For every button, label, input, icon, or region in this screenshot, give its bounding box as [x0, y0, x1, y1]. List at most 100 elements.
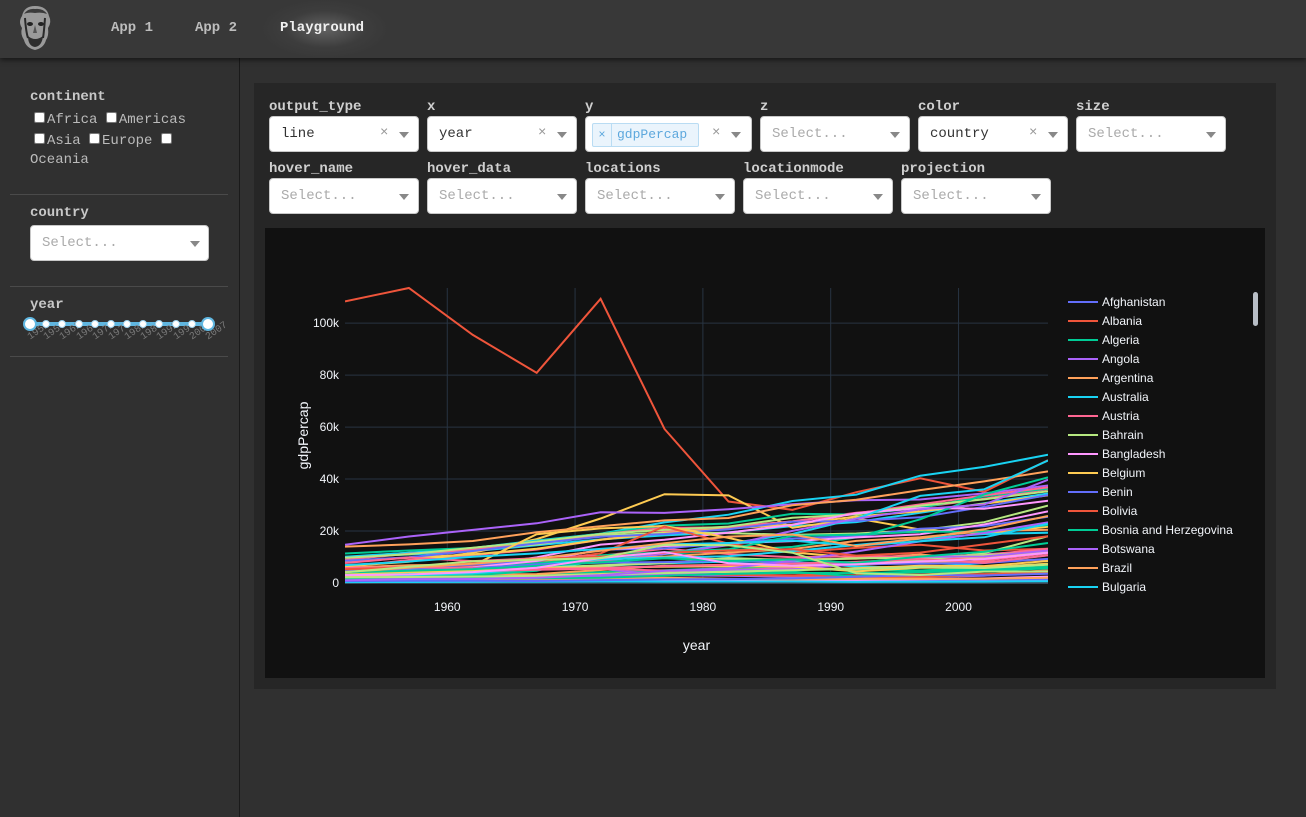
- year-slider-handle-start[interactable]: [23, 317, 37, 331]
- checkbox-africa[interactable]: [34, 112, 45, 123]
- y-axis-title: gdpPercap: [295, 401, 311, 469]
- year-slider-dot[interactable]: [187, 320, 196, 328]
- clear-icon[interactable]: ×: [712, 125, 721, 141]
- hover-name-label: hover_name: [269, 161, 354, 177]
- checkbox-label-africa[interactable]: Africa: [47, 112, 98, 128]
- year-slider-dot[interactable]: [74, 320, 83, 328]
- chevron-down-icon[interactable]: [890, 132, 900, 138]
- chevron-down-icon[interactable]: [399, 132, 409, 138]
- projection-dropdown[interactable]: Select...: [901, 178, 1051, 214]
- series-line: [345, 515, 1048, 573]
- chevron-down-icon[interactable]: [399, 194, 409, 200]
- checkbox-label-europe[interactable]: Europe: [102, 133, 153, 149]
- year-slider-dot[interactable]: [106, 320, 115, 328]
- year-slider-dot[interactable]: [123, 320, 132, 328]
- legend-label: Botswana: [1102, 542, 1155, 556]
- legend-label: Brazil: [1102, 561, 1132, 575]
- year-slider-dot[interactable]: [155, 320, 164, 328]
- legend-scrollbar[interactable]: [1253, 292, 1258, 326]
- checkbox-asia[interactable]: [34, 133, 45, 144]
- year-label: year: [30, 297, 64, 313]
- series-line: [345, 580, 1048, 584]
- checkbox-label-oceania[interactable]: Oceania: [30, 152, 89, 168]
- chevron-down-icon[interactable]: [1031, 194, 1041, 200]
- checkbox-label-asia[interactable]: Asia: [47, 133, 81, 149]
- x-tick-label: 2000: [945, 600, 972, 614]
- clear-icon[interactable]: ×: [380, 125, 389, 141]
- chevron-down-icon[interactable]: [1206, 132, 1216, 138]
- top-navbar: App 1 App 2 Playground: [0, 0, 1306, 58]
- year-slider-handle-end[interactable]: [201, 317, 215, 331]
- year-slider-dot[interactable]: [139, 320, 148, 328]
- y-tick-label: 100k: [313, 316, 340, 330]
- clear-icon[interactable]: ×: [1029, 125, 1038, 141]
- x-axis-title: year: [683, 637, 711, 653]
- checkbox-oceania[interactable]: [160, 133, 172, 144]
- series-line: [345, 522, 1048, 567]
- filter-sidebar: continent Africa Americas Asia Europe Oc…: [0, 58, 240, 817]
- legend-label: Algeria: [1102, 333, 1140, 347]
- locations-dropdown[interactable]: Select...: [585, 178, 735, 214]
- output-type-label: output_type: [269, 99, 362, 115]
- chevron-down-icon[interactable]: [1048, 132, 1058, 138]
- year-slider-dot[interactable]: [171, 320, 180, 328]
- country-dropdown[interactable]: Select...: [30, 225, 209, 261]
- z-dropdown[interactable]: Select...: [760, 116, 910, 152]
- chevron-down-icon[interactable]: [873, 194, 883, 200]
- chevron-down-icon[interactable]: [715, 194, 725, 200]
- z-label: z: [760, 99, 769, 115]
- country-label: country: [30, 205, 89, 221]
- sidebar-divider: [10, 286, 228, 287]
- year-slider-dot[interactable]: [90, 320, 99, 328]
- checkbox-europe[interactable]: [89, 133, 101, 144]
- year-slider-dot[interactable]: [58, 320, 67, 328]
- year-slider-dot[interactable]: [42, 320, 51, 328]
- nav-playground[interactable]: Playground: [280, 20, 365, 36]
- chevron-down-icon[interactable]: [731, 132, 741, 138]
- x-tick-label: 1960: [434, 600, 461, 614]
- hover-name-placeholder: Select...: [281, 188, 357, 204]
- x-tick-label: 1980: [690, 600, 717, 614]
- hover-data-dropdown[interactable]: Select...: [427, 178, 577, 214]
- chevron-down-icon[interactable]: [190, 241, 200, 247]
- legend-label: Australia: [1102, 390, 1149, 404]
- locationmode-dropdown[interactable]: Select...: [743, 178, 893, 214]
- series-line: [345, 551, 1048, 577]
- series-line: [345, 470, 1048, 548]
- series-line: [345, 525, 1048, 573]
- checkbox-label-americas[interactable]: Americas: [118, 112, 187, 128]
- clear-icon[interactable]: ×: [538, 125, 547, 141]
- size-dropdown[interactable]: Select...: [1076, 116, 1226, 152]
- legend-label: Angola: [1102, 352, 1140, 366]
- nav-app-2[interactable]: App 2: [195, 20, 238, 36]
- x-dropdown[interactable]: year ×: [427, 116, 577, 152]
- y-tick-label: 80k: [320, 368, 340, 382]
- legend-label: Argentina: [1102, 371, 1154, 385]
- color-dropdown[interactable]: country ×: [918, 116, 1068, 152]
- chevron-down-icon[interactable]: [557, 132, 567, 138]
- hover-data-placeholder: Select...: [439, 188, 515, 204]
- remove-tag-icon[interactable]: ×: [593, 124, 612, 146]
- y-multiselect[interactable]: × gdpPercap ×: [585, 116, 752, 152]
- output-type-dropdown[interactable]: line ×: [269, 116, 419, 152]
- locations-label: locations: [585, 161, 661, 177]
- nav-app-1[interactable]: App 1: [111, 20, 154, 36]
- chevron-down-icon[interactable]: [557, 194, 567, 200]
- x-value: year: [439, 126, 473, 142]
- projection-label: projection: [901, 161, 986, 177]
- color-label: color: [918, 99, 961, 115]
- line-chart[interactable]: 1960 1970 1980 1990 2000 0 20k 40k 60k 80k 100k yea…: [265, 228, 1265, 678]
- x-tick-label: 1990: [817, 600, 844, 614]
- x-label: x: [427, 99, 436, 115]
- series-line: [345, 490, 1048, 559]
- series-line: [345, 493, 1048, 568]
- bust-logo-icon[interactable]: [16, 4, 54, 52]
- legend-label: Bulgaria: [1102, 580, 1146, 594]
- checkbox-americas[interactable]: [105, 112, 117, 123]
- z-placeholder: Select...: [772, 126, 848, 142]
- hover-name-dropdown[interactable]: Select...: [269, 178, 419, 214]
- hover-data-label: hover_data: [427, 161, 512, 177]
- legend-label: Austria: [1102, 409, 1140, 423]
- year-slider-track[interactable]: [30, 322, 208, 326]
- legend-label: Belgium: [1102, 466, 1145, 480]
